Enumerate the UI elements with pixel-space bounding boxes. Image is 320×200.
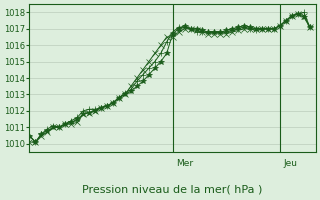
Text: Mer: Mer	[176, 159, 193, 168]
Text: Jeu: Jeu	[283, 159, 297, 168]
X-axis label: Pression niveau de la mer( hPa ): Pression niveau de la mer( hPa )	[83, 184, 263, 194]
